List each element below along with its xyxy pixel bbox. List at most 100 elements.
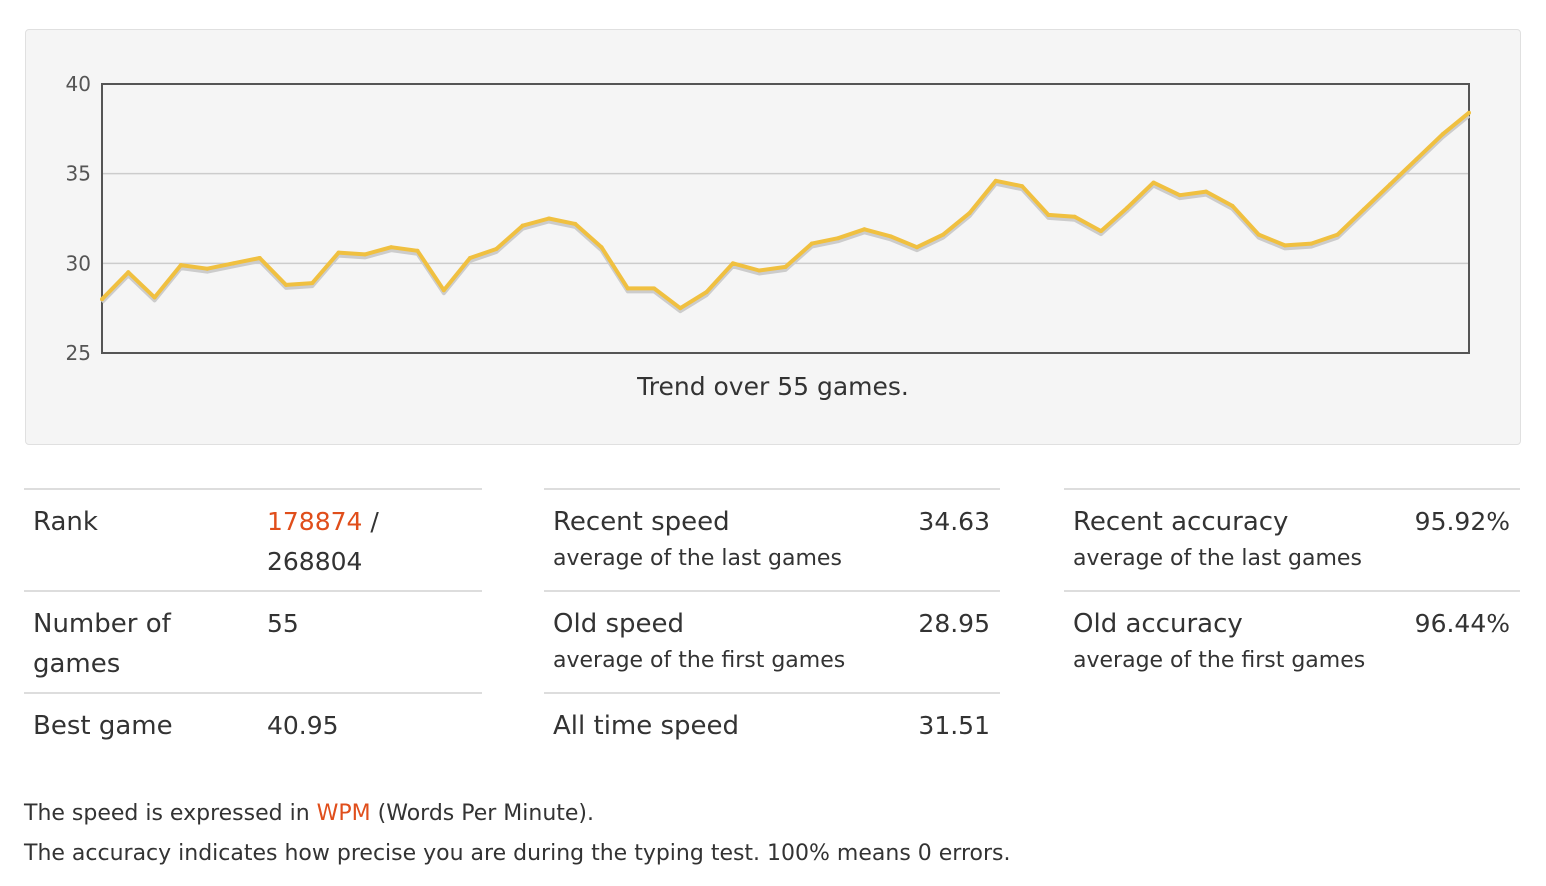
data-point bbox=[310, 281, 315, 286]
stat-label-alltime-speed: All time speed bbox=[553, 711, 740, 741]
stat-row-recent-accuracy: Recent accuracy average of the last game… bbox=[1064, 490, 1520, 592]
data-point bbox=[1151, 180, 1156, 185]
data-point bbox=[652, 286, 657, 291]
stat-value-recent-accuracy: 95.92% bbox=[1414, 507, 1510, 536]
stat-row-recent-speed: Recent speed average of the last games 3… bbox=[544, 490, 1000, 592]
data-point bbox=[1098, 229, 1103, 234]
stat-row-alltime-speed: All time speed 31.51 bbox=[544, 694, 1000, 760]
data-point bbox=[1440, 132, 1445, 137]
data-point bbox=[284, 282, 289, 287]
data-point bbox=[152, 295, 157, 300]
stat-sub-recent-speed: average of the last games bbox=[553, 546, 842, 571]
trend-chart-panel: 25 30 35 40 Trend over 55 games. bbox=[25, 29, 1521, 445]
stat-value-games: 55 bbox=[267, 609, 299, 638]
data-point bbox=[836, 236, 841, 241]
data-point bbox=[1125, 205, 1130, 210]
data-point bbox=[468, 255, 473, 260]
data-point bbox=[415, 248, 420, 253]
data-point bbox=[783, 264, 788, 269]
stat-label-old-speed: Old speed bbox=[553, 609, 685, 639]
data-point bbox=[494, 246, 499, 251]
stats-table-speed: Recent speed average of the last games 3… bbox=[544, 488, 1000, 760]
stat-label-games: Number of games bbox=[33, 604, 171, 684]
rank-separator: / bbox=[362, 507, 379, 536]
stat-row-best: Best game 40.95 bbox=[24, 694, 482, 760]
footnote-accuracy: The accuracy indicates how precise you a… bbox=[24, 841, 1011, 866]
data-point bbox=[599, 245, 604, 250]
series-line bbox=[100, 111, 1471, 311]
data-point bbox=[1256, 232, 1261, 237]
y-tick-label-35: 35 bbox=[66, 162, 91, 186]
chart-caption: Trend over 55 games. bbox=[637, 372, 909, 401]
data-point bbox=[941, 232, 946, 237]
data-point bbox=[757, 268, 762, 273]
data-point bbox=[704, 290, 709, 295]
data-point bbox=[520, 223, 525, 228]
data-point bbox=[888, 234, 893, 239]
data-point bbox=[1361, 207, 1366, 212]
plot-frame bbox=[101, 83, 1470, 354]
y-tick-label-25: 25 bbox=[66, 341, 91, 365]
data-point bbox=[178, 263, 183, 268]
data-point bbox=[862, 227, 867, 232]
data-point bbox=[730, 261, 735, 266]
data-point bbox=[257, 255, 262, 260]
stat-value-alltime-speed: 31.51 bbox=[918, 711, 990, 740]
trend-chart: 25 30 35 40 bbox=[66, 72, 1471, 365]
data-point bbox=[1072, 214, 1077, 219]
stat-sub-old-accuracy: average of the first games bbox=[1073, 648, 1366, 673]
data-point bbox=[546, 216, 551, 221]
y-tick-label-40: 40 bbox=[66, 72, 91, 96]
stat-value-recent-speed: 34.63 bbox=[918, 507, 990, 536]
data-point bbox=[1335, 232, 1340, 237]
data-point bbox=[573, 221, 578, 226]
data-point bbox=[205, 266, 210, 271]
data-point bbox=[967, 211, 972, 216]
data-point bbox=[1309, 241, 1314, 246]
rank-total: 268804 bbox=[267, 547, 363, 576]
stat-value-old-speed: 28.95 bbox=[918, 609, 990, 638]
data-point bbox=[1177, 193, 1182, 198]
data-point bbox=[336, 250, 341, 255]
data-point bbox=[1204, 189, 1209, 194]
data-point bbox=[1046, 212, 1051, 217]
data-point bbox=[231, 261, 236, 266]
data-point bbox=[1467, 110, 1471, 115]
stat-sub-recent-accuracy: average of the last games bbox=[1073, 546, 1362, 571]
rank-link[interactable]: 178874 bbox=[267, 507, 363, 536]
stat-label-old-accuracy: Old accuracy bbox=[1073, 609, 1243, 639]
data-point bbox=[389, 245, 394, 250]
data-point bbox=[1230, 203, 1235, 208]
stats-table-general: Rank 178874 / 268804 Number of games 55 … bbox=[24, 488, 482, 760]
data-point bbox=[914, 245, 919, 250]
footnote-speed: The speed is expressed in WPM (Words Per… bbox=[24, 801, 594, 826]
data-point bbox=[126, 270, 131, 275]
data-point bbox=[809, 241, 814, 246]
stats-table-accuracy: Recent accuracy average of the last game… bbox=[1064, 488, 1520, 694]
stat-label-rank: Rank bbox=[33, 507, 98, 537]
stat-label-recent-accuracy: Recent accuracy bbox=[1073, 507, 1289, 537]
stat-row-rank: Rank 178874 / 268804 bbox=[24, 490, 482, 592]
data-point bbox=[1414, 157, 1419, 162]
stat-value-rank: 178874 / 268804 bbox=[267, 502, 379, 582]
stat-row-old-speed: Old speed average of the first games 28.… bbox=[544, 592, 1000, 694]
data-point bbox=[625, 286, 630, 291]
stat-value-old-accuracy: 96.44% bbox=[1414, 609, 1510, 638]
stat-row-old-accuracy: Old accuracy average of the first games … bbox=[1064, 592, 1520, 694]
data-point bbox=[362, 252, 367, 257]
stat-row-games: Number of games 55 bbox=[24, 592, 482, 694]
footnote-speed-post: (Words Per Minute). bbox=[370, 801, 595, 826]
games-label-line2: games bbox=[33, 649, 121, 679]
data-point bbox=[993, 178, 998, 183]
wpm-link[interactable]: WPM bbox=[316, 801, 371, 826]
y-tick-label-30: 30 bbox=[66, 251, 91, 275]
data-point bbox=[1282, 243, 1287, 248]
stat-label-best: Best game bbox=[33, 711, 173, 741]
footnote-speed-pre: The speed is expressed in bbox=[24, 801, 317, 826]
data-point bbox=[678, 306, 683, 311]
games-label-line1: Number of bbox=[33, 609, 171, 639]
data-point bbox=[1388, 182, 1393, 187]
stat-value-best: 40.95 bbox=[267, 711, 339, 740]
stat-label-recent-speed: Recent speed bbox=[553, 507, 730, 537]
data-point bbox=[100, 297, 104, 302]
